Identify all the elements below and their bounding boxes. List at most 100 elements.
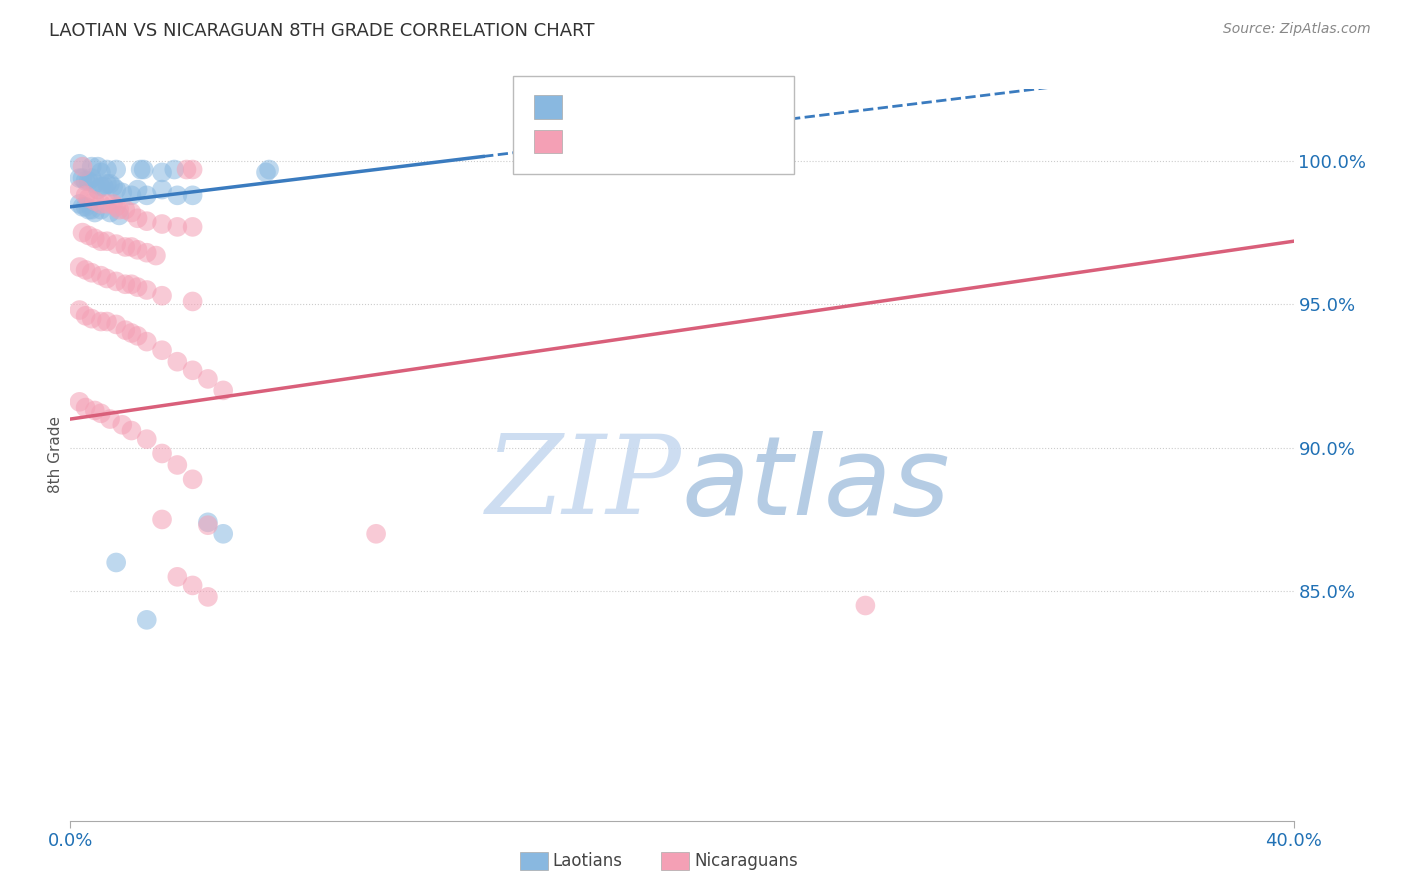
Point xyxy=(96,162,118,177)
Point xyxy=(75,401,97,415)
Point xyxy=(98,412,121,426)
Text: R = 0.168: R = 0.168 xyxy=(569,135,657,149)
Point xyxy=(212,526,235,541)
Point xyxy=(127,211,149,226)
Point xyxy=(145,249,167,263)
Point xyxy=(69,171,91,186)
Point xyxy=(135,188,157,202)
Point xyxy=(72,160,94,174)
Text: LAOTIAN VS NICARAGUAN 8TH GRADE CORRELATION CHART: LAOTIAN VS NICARAGUAN 8TH GRADE CORRELAT… xyxy=(49,22,595,40)
Point xyxy=(150,512,173,526)
Point xyxy=(90,197,112,211)
Point xyxy=(166,188,188,202)
Point xyxy=(129,162,152,177)
Point xyxy=(121,240,143,254)
Point xyxy=(98,177,121,191)
Point xyxy=(83,205,105,219)
Point xyxy=(98,205,121,219)
Point xyxy=(69,183,91,197)
Point xyxy=(75,309,97,323)
Point xyxy=(90,165,112,179)
Point xyxy=(150,165,173,179)
Point xyxy=(69,303,91,318)
Point xyxy=(96,314,118,328)
Point xyxy=(90,179,112,194)
Point xyxy=(127,243,149,257)
Point xyxy=(176,162,198,177)
Text: R = 0.145: R = 0.145 xyxy=(569,100,657,114)
Point xyxy=(135,334,157,349)
Text: Source: ZipAtlas.com: Source: ZipAtlas.com xyxy=(1223,22,1371,37)
Point xyxy=(77,174,100,188)
Point xyxy=(212,384,235,398)
Point xyxy=(127,329,149,343)
Point xyxy=(121,188,143,202)
Point xyxy=(80,160,103,174)
Point xyxy=(72,226,94,240)
Point xyxy=(121,424,143,438)
Point xyxy=(114,323,136,337)
Point xyxy=(90,202,112,217)
Point xyxy=(135,245,157,260)
Point xyxy=(80,266,103,280)
Point xyxy=(93,179,115,194)
Point xyxy=(87,183,110,197)
Point xyxy=(75,263,97,277)
Point xyxy=(105,162,128,177)
Point xyxy=(181,219,204,234)
Point xyxy=(197,518,219,533)
Point xyxy=(135,283,157,297)
Point xyxy=(166,570,188,584)
Text: atlas: atlas xyxy=(682,431,950,538)
Point xyxy=(83,403,105,417)
Point xyxy=(150,446,173,460)
Point xyxy=(121,277,143,292)
Point xyxy=(101,179,124,194)
Point xyxy=(105,237,128,252)
Point xyxy=(197,372,219,386)
Point xyxy=(150,289,173,303)
Point xyxy=(80,202,103,217)
Point xyxy=(72,171,94,186)
Point xyxy=(69,260,91,274)
Point xyxy=(108,202,131,217)
Point xyxy=(181,578,204,592)
Point xyxy=(150,217,173,231)
Point xyxy=(855,599,877,613)
Point xyxy=(96,177,118,191)
Point xyxy=(105,183,128,197)
Point xyxy=(90,234,112,248)
Point xyxy=(135,214,157,228)
Point xyxy=(150,343,173,358)
Point xyxy=(132,162,155,177)
Point xyxy=(69,157,91,171)
Point xyxy=(75,188,97,202)
Point xyxy=(83,177,105,191)
Point xyxy=(135,613,157,627)
Point xyxy=(77,202,100,217)
Point xyxy=(121,205,143,219)
Point xyxy=(257,162,280,177)
Point xyxy=(83,231,105,245)
Point xyxy=(111,417,134,432)
Point xyxy=(96,271,118,285)
Point xyxy=(114,240,136,254)
Point xyxy=(127,183,149,197)
Point xyxy=(83,194,105,208)
Point xyxy=(163,162,186,177)
Point xyxy=(96,197,118,211)
Point xyxy=(181,162,204,177)
Point xyxy=(77,191,100,205)
Point xyxy=(197,590,219,604)
Text: Laotians: Laotians xyxy=(553,852,623,870)
Point xyxy=(254,165,277,179)
Text: N = 45: N = 45 xyxy=(686,100,747,114)
Point xyxy=(80,311,103,326)
Point xyxy=(166,458,188,472)
Point xyxy=(366,526,388,541)
Point xyxy=(114,202,136,217)
Point xyxy=(105,318,128,332)
Point xyxy=(181,188,204,202)
Point xyxy=(80,171,103,186)
Point xyxy=(75,174,97,188)
